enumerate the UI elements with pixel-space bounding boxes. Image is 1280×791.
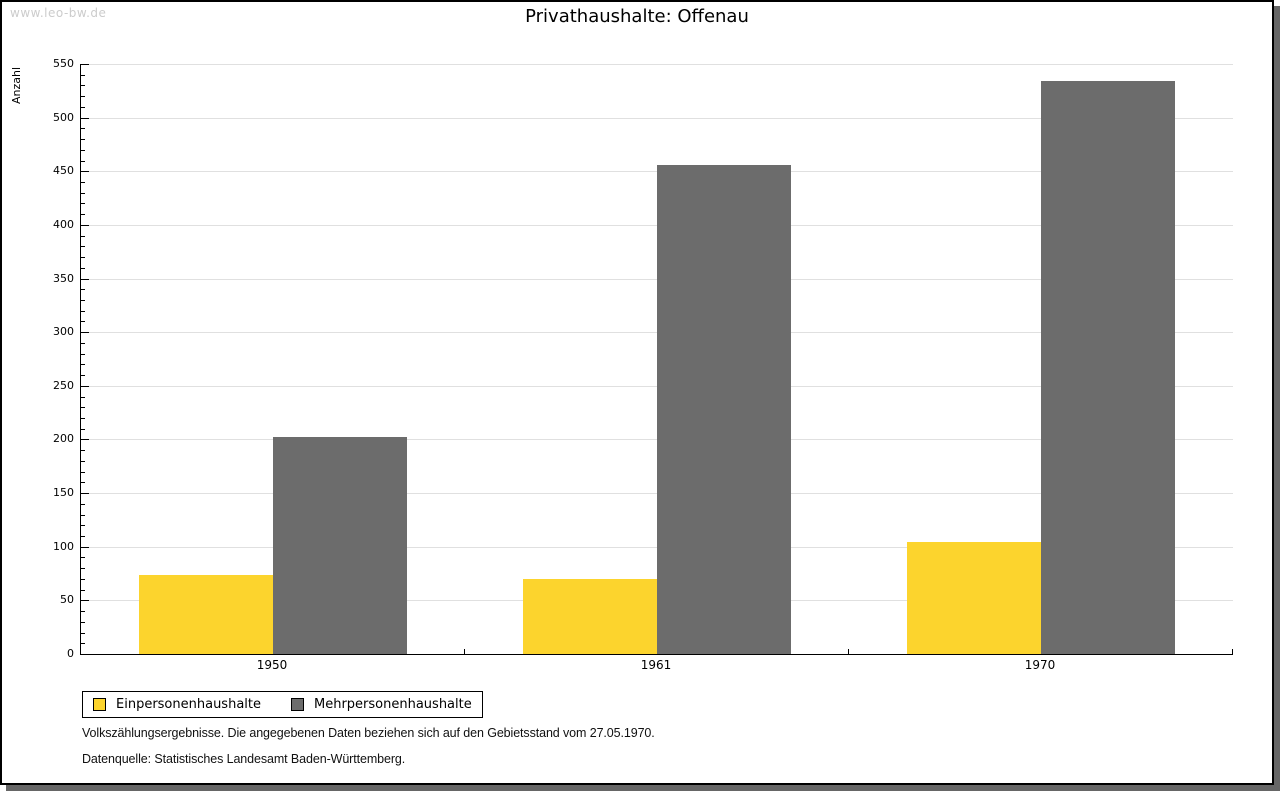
footnote-gebietsstand: Volkszählungsergebnisse. Die angegebenen… bbox=[82, 726, 655, 740]
y-axis-minor-tick bbox=[81, 342, 85, 344]
x-axis-tick bbox=[464, 649, 465, 654]
y-axis-minor-tick bbox=[81, 568, 85, 570]
y-axis-minor-tick bbox=[81, 192, 85, 194]
bar-mehrpersonenhaushalte-1970 bbox=[1041, 81, 1175, 654]
y-axis-minor-tick bbox=[81, 460, 85, 462]
y-axis-minor-tick bbox=[81, 557, 85, 559]
y-axis-title: Anzahl bbox=[10, 66, 23, 104]
y-axis-minor-tick bbox=[81, 182, 85, 183]
y-tick-label: 400 bbox=[53, 217, 74, 231]
y-tick-label: 200 bbox=[53, 432, 74, 446]
y-axis-minor-tick bbox=[81, 74, 85, 76]
legend-label: Einpersonenhaushalte bbox=[116, 697, 261, 712]
legend-swatch-icon bbox=[93, 698, 106, 711]
watermark: www.leo-bw.de bbox=[10, 6, 107, 20]
y-axis-minor-tick bbox=[81, 589, 85, 591]
y-axis-minor-tick bbox=[81, 160, 85, 162]
y-axis-minor-tick bbox=[81, 106, 85, 108]
y-tick-label: 50 bbox=[60, 593, 74, 607]
y-axis-minor-tick bbox=[81, 418, 85, 419]
y-axis-minor-tick bbox=[81, 621, 85, 623]
chart-title: Privathaushalte: Offenau bbox=[525, 6, 749, 27]
y-axis-minor-tick bbox=[81, 85, 85, 87]
y-axis-minor-tick bbox=[81, 525, 85, 527]
footnote-datenquelle: Datenquelle: Statistisches Landesamt Bad… bbox=[82, 752, 406, 766]
y-axis-minor-tick bbox=[81, 503, 85, 505]
gridline bbox=[81, 117, 1233, 119]
y-tick-label: 350 bbox=[53, 271, 74, 285]
y-axis-minor-tick bbox=[81, 450, 85, 452]
plot-area bbox=[80, 64, 1233, 655]
y-axis-minor-tick bbox=[81, 643, 85, 645]
y-tick-label: 250 bbox=[53, 378, 74, 392]
y-axis-tick bbox=[81, 117, 89, 119]
y-axis-minor-tick bbox=[81, 257, 85, 259]
y-axis-tick bbox=[81, 332, 89, 334]
bar-einpersonenhaushalte-1970 bbox=[907, 542, 1041, 654]
x-tick-label: 1970 bbox=[1024, 658, 1056, 672]
gridline bbox=[81, 64, 1233, 65]
y-axis-minor-tick bbox=[81, 96, 85, 98]
y-tick-label: 0 bbox=[67, 647, 74, 660]
y-axis-minor-tick bbox=[81, 353, 85, 355]
y-axis-minor-tick bbox=[81, 407, 85, 409]
y-axis-minor-tick bbox=[81, 632, 85, 634]
y-axis-minor-tick bbox=[81, 396, 85, 398]
legend-item-mehrpersonenhaushalte: Mehrpersonenhaushalte bbox=[291, 697, 472, 712]
bar-einpersonenhaushalte-1950 bbox=[139, 574, 273, 654]
y-axis-minor-tick bbox=[81, 514, 85, 516]
y-axis-tick bbox=[81, 546, 89, 548]
y-axis-tick bbox=[81, 171, 89, 173]
y-axis-minor-tick bbox=[81, 203, 85, 205]
y-axis-minor-tick bbox=[81, 246, 85, 248]
y-axis-minor-tick bbox=[81, 289, 85, 291]
y-axis-minor-tick bbox=[81, 428, 85, 430]
y-tick-label: 550 bbox=[53, 57, 74, 70]
y-axis-tick bbox=[81, 600, 89, 602]
y-axis-tick bbox=[81, 64, 89, 65]
y-axis-minor-tick bbox=[81, 375, 85, 377]
x-axis-tick bbox=[1232, 649, 1233, 654]
y-axis-minor-tick bbox=[81, 471, 85, 473]
legend-item-einpersonenhaushalte: Einpersonenhaushalte bbox=[93, 697, 261, 712]
y-axis-minor-tick bbox=[81, 536, 85, 537]
legend-swatch-icon bbox=[291, 698, 304, 711]
bar-mehrpersonenhaushalte-1961 bbox=[657, 164, 791, 654]
y-axis-minor-tick bbox=[81, 300, 85, 301]
y-axis-minor-tick bbox=[81, 128, 85, 130]
y-tick-label: 450 bbox=[53, 164, 74, 178]
y-axis-minor-tick bbox=[81, 364, 85, 366]
y-axis-tick bbox=[81, 439, 89, 441]
y-axis-minor-tick bbox=[81, 321, 85, 323]
x-tick-label: 1950 bbox=[256, 658, 288, 672]
y-axis-tick bbox=[81, 493, 89, 495]
y-axis-minor-tick bbox=[81, 578, 85, 580]
y-axis-minor-tick bbox=[81, 611, 85, 613]
y-axis-tick bbox=[81, 385, 89, 387]
y-tick-label: 150 bbox=[53, 486, 74, 500]
y-axis-minor-tick bbox=[81, 139, 85, 141]
bar-einpersonenhaushalte-1961 bbox=[523, 578, 657, 654]
y-axis-tick bbox=[81, 224, 89, 226]
legend-label: Mehrpersonenhaushalte bbox=[314, 697, 472, 712]
y-tick-label: 100 bbox=[53, 539, 74, 553]
y-tick-label: 300 bbox=[53, 325, 74, 339]
y-axis-tick bbox=[81, 278, 89, 280]
bar-mehrpersonenhaushalte-1950 bbox=[273, 437, 407, 654]
x-tick-label: 1961 bbox=[640, 658, 672, 672]
y-tick-label: 500 bbox=[53, 110, 74, 124]
y-axis-minor-tick bbox=[81, 267, 85, 269]
y-axis-minor-tick bbox=[81, 482, 85, 484]
legend: Einpersonenhaushalte Mehrpersonenhaushalt… bbox=[82, 691, 483, 718]
x-axis-tick bbox=[848, 649, 849, 654]
y-axis-minor-tick bbox=[81, 235, 85, 237]
y-axis-minor-tick bbox=[81, 149, 85, 151]
y-axis-minor-tick bbox=[81, 214, 85, 216]
y-axis-minor-tick bbox=[81, 310, 85, 312]
